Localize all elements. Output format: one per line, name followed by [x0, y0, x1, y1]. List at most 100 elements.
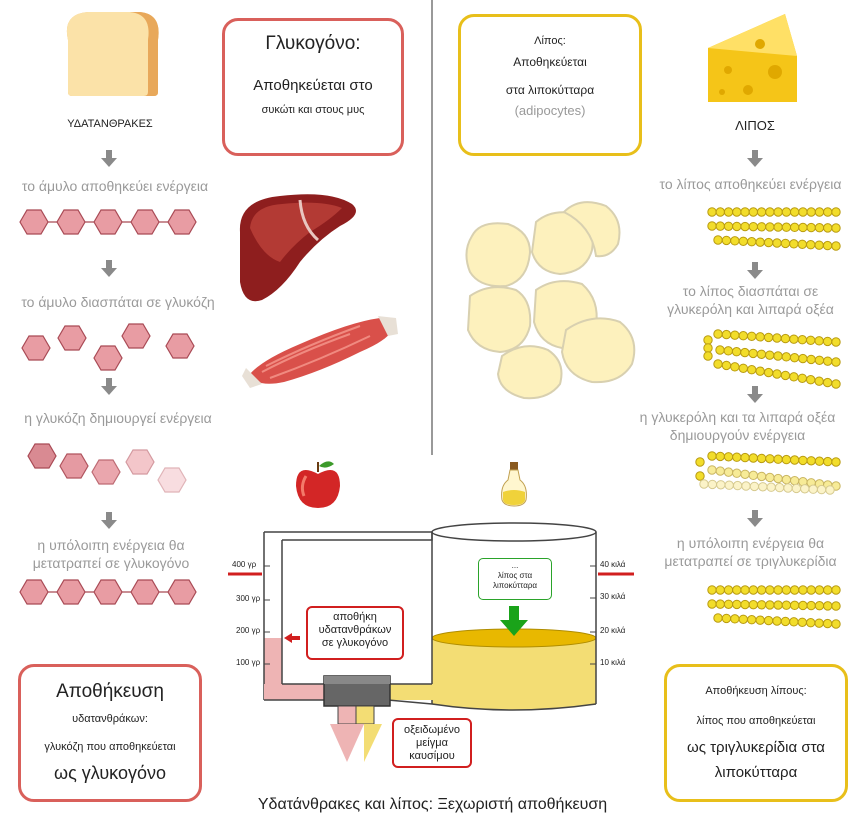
- carb-flow-arrows: [101, 150, 117, 529]
- scale-right-20: 20 κιλά: [600, 626, 626, 635]
- fat-bead: [732, 585, 742, 595]
- fat-intake-green-arrow: [500, 606, 528, 636]
- fat-bead: [808, 484, 818, 494]
- fat-bead: [723, 221, 734, 231]
- muscle-icon: [242, 316, 398, 388]
- fat-bead: [797, 335, 807, 345]
- fat-bead: [721, 329, 732, 340]
- fat-bead: [763, 367, 774, 378]
- fat-bead: [791, 483, 802, 494]
- page-title: Υδατάνθρακες και λίπος: Ξεχωριστή αποθήκ…: [257, 796, 608, 813]
- fat-bead: [780, 616, 791, 627]
- fat-bead: [822, 336, 833, 347]
- fat-step3-line1: η γλυκερόλη και τα λιπαρά οξέα: [639, 409, 836, 425]
- fat-bead: [773, 585, 783, 595]
- fat-bead: [831, 207, 841, 217]
- carb-label-line2: υδατανθράκων: [318, 624, 392, 636]
- fat-bead: [814, 223, 825, 233]
- scale-right-40: 40 κιλά: [600, 560, 626, 569]
- fat-flow-arrows: [747, 150, 763, 527]
- scale-right-10: 10 κιλά: [600, 658, 626, 667]
- fat-bead: [707, 221, 717, 231]
- fat-bead: [723, 452, 734, 462]
- fat-bead: [730, 362, 740, 372]
- fat-bead: [765, 600, 775, 610]
- fat-bead: [755, 615, 765, 625]
- fat-bead: [756, 222, 767, 232]
- fat-step-energy: η γλυκερόλη και τα λιπαρά οξέα δημιουργο…: [610, 408, 865, 444]
- bread-icon: [66, 12, 159, 96]
- fat-bead: [732, 599, 742, 610]
- fat-bead: [789, 600, 800, 611]
- fat-bead: [773, 600, 783, 610]
- fat-bead: [748, 599, 759, 610]
- fat-bead: [780, 238, 791, 249]
- fat-bead: [789, 353, 800, 363]
- glycogen-title: Γλυκογόνο:: [265, 33, 361, 54]
- carb-storage-title: Αποθήκευση: [56, 681, 164, 702]
- fat-bead: [756, 349, 767, 359]
- fat-bead: [781, 222, 792, 232]
- fat-bead: [831, 619, 841, 629]
- storage-tank-diagram: [228, 522, 634, 762]
- carb-storage-line1: υδατανθράκων:: [72, 713, 148, 725]
- fat-bead: [748, 207, 759, 217]
- fat-bead: [798, 222, 808, 233]
- fat-bead: [798, 585, 808, 595]
- carb-step-starch-breaks: το άμυλο διασπάται σε γλυκόζη: [21, 294, 215, 310]
- fat-bead: [741, 481, 751, 491]
- fat-step3-line2: δημιουργούν ενέργεια: [669, 427, 806, 443]
- fat-bead: [772, 369, 782, 379]
- fat-bead: [823, 456, 833, 467]
- fat-bead: [806, 207, 816, 217]
- carb-storage-line3: ως γλυκογόνο: [54, 763, 166, 783]
- fat-bead: [780, 333, 791, 344]
- fat-bead: [713, 359, 723, 369]
- fat-bead: [723, 467, 734, 477]
- fat-bead: [738, 614, 748, 624]
- fat-bead: [749, 481, 760, 492]
- fat-bead: [756, 471, 767, 482]
- adipocytes-illustration: [465, 201, 636, 400]
- fat-step-triglycerides: η υπόλοιπη ενέργεια θα μετατραπεί σε τρι…: [636, 534, 865, 570]
- fat-bead: [814, 618, 824, 628]
- fat-bead: [695, 471, 705, 481]
- fat-bead: [814, 601, 825, 611]
- fat-storage-title: Αποθήκευση λίπους:: [705, 685, 807, 697]
- fat-bead: [703, 343, 713, 353]
- fuel-label-line3: καυσίμου: [409, 750, 455, 762]
- fat-bead: [721, 360, 732, 371]
- fat-bead: [732, 452, 742, 462]
- fat-bead: [732, 207, 742, 217]
- fat-bead: [756, 453, 767, 464]
- fat-bead: [831, 601, 841, 611]
- fat-info-line4: (adipocytes): [514, 103, 586, 118]
- fat-bead: [816, 484, 827, 495]
- fuel-label-line1: οξειδωμένο: [404, 724, 460, 736]
- fat-bead: [713, 329, 723, 339]
- fat-bead: [797, 239, 807, 249]
- scale-left-200: 200 γρ: [236, 626, 261, 635]
- fat-bead: [715, 451, 725, 462]
- carbs-heading: ΥΔΑΤΑΝΘΡΑΚΕΣ: [67, 118, 153, 130]
- scale-left-300: 300 γρ: [236, 594, 261, 603]
- fat-bead: [713, 613, 723, 623]
- carb-step-glucose-energy: η γλυκόζη δημιουργεί ενέργεια: [24, 410, 212, 426]
- fat-bead: [703, 335, 713, 345]
- fat-bead: [806, 335, 816, 345]
- fat-bead: [765, 585, 775, 595]
- fat-bead: [797, 617, 807, 627]
- fat-bead: [730, 614, 740, 624]
- fat-bead: [740, 347, 750, 358]
- fat-bead: [723, 585, 734, 595]
- fat-bead: [707, 479, 718, 490]
- fat-bead: [765, 207, 775, 217]
- fat-bead: [831, 223, 841, 233]
- fat-bead: [814, 207, 825, 217]
- glucose-molecules: [21, 323, 195, 371]
- fatty-acid-chains: [703, 329, 841, 389]
- fat-bead: [747, 331, 757, 341]
- fat-bead: [814, 585, 825, 595]
- fuel-label-line2: μείγμα: [416, 737, 448, 749]
